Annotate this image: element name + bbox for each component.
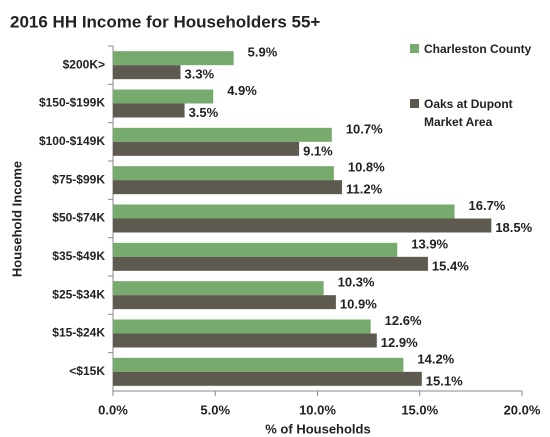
y-tick-label: $50-$74K [52,211,105,225]
y-tick-label: $25-$34K [52,287,105,301]
value-label: 9.1% [303,143,333,158]
value-label: 10.7% [346,121,383,136]
y-tick-label: $15-$24K [52,326,105,340]
bar [113,141,300,156]
bar [113,127,332,142]
x-axis-title: % of Households [265,421,370,436]
x-tick-label: 20.0% [504,402,541,417]
y-tick-label: $35-$49K [52,249,105,263]
bar [113,357,404,372]
bar [113,103,185,118]
y-axis-title: Household Income [9,161,24,277]
value-label: 10.9% [340,297,377,312]
chart-title: 2016 HH Income for Householders 55+ [10,12,320,31]
bar [113,180,343,195]
value-label: 15.1% [426,373,463,388]
legend-swatch [410,99,419,108]
legend-label: Oaks at Dupont Market Area [424,97,513,129]
y-tick-label: $200K> [63,57,105,71]
legend-item: Charleston County [410,40,542,58]
legend-item: Oaks at Dupont Market Area [410,95,542,131]
value-label: 10.8% [348,160,385,175]
bar [113,218,492,233]
y-tick-label: <$15K [69,364,105,378]
value-label: 3.3% [184,67,214,82]
value-label: 12.6% [385,313,422,328]
bar [113,166,334,181]
value-label: 5.9% [248,45,278,60]
value-label: 4.9% [227,83,257,98]
value-label: 18.5% [495,220,532,235]
bar [113,204,455,219]
x-tick-label: 0.0% [98,402,128,417]
bar [113,333,377,348]
value-label: 13.9% [411,236,448,251]
bar [113,295,336,310]
value-label: 10.3% [338,275,375,290]
value-label: 12.9% [381,335,418,350]
bar [113,65,181,80]
y-tick-label: $150-$199K [39,96,105,110]
y-tick-label: $75-$99K [52,172,105,186]
value-label: 11.2% [346,182,383,197]
legend-swatch [410,44,419,53]
value-label: 15.4% [432,258,469,273]
x-tick-label: 5.0% [200,402,230,417]
bar [113,51,234,66]
bar [113,371,422,386]
y-tick-label: $100-$149K [39,134,105,148]
value-label: 16.7% [469,198,506,213]
bar [113,242,398,257]
value-label: 3.5% [189,105,219,120]
bar [113,319,371,334]
bar [113,281,324,296]
value-label: 14.2% [417,351,454,366]
x-tick-label: 15.0% [401,402,438,417]
legend-label: Charleston County [424,42,532,56]
x-tick-label: 10.0% [299,402,336,417]
bar [113,89,214,104]
bar [113,256,428,271]
